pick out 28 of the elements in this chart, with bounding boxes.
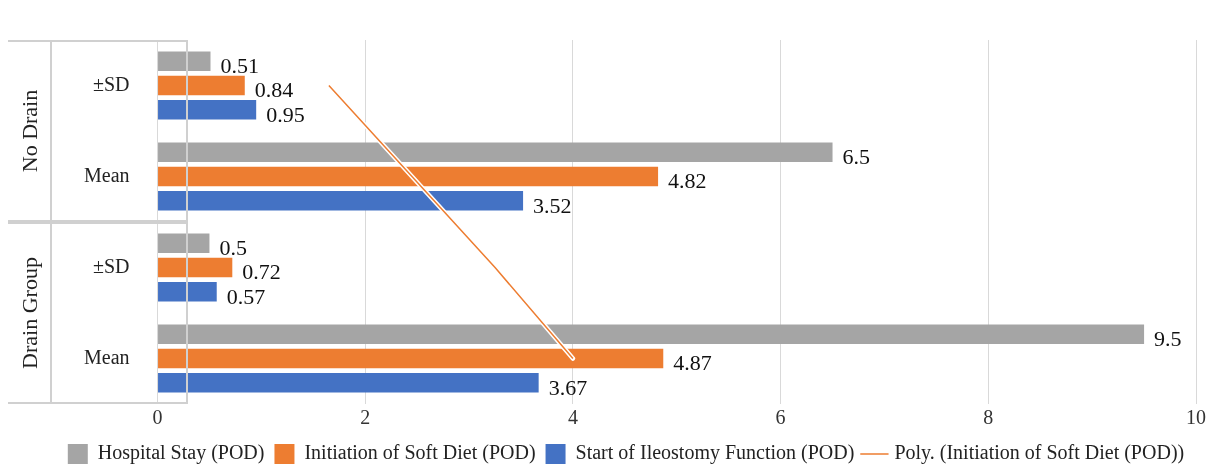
y-tick-label: Mean (83, 345, 130, 368)
data-label: 0.72 (242, 259, 281, 285)
x-tick-label: 0 (152, 406, 163, 429)
data-label: 0.84 (254, 77, 294, 103)
y-tick-label: ±SD (92, 72, 130, 95)
data-label: 6.5 (842, 144, 871, 170)
text: No Drain (17, 89, 43, 173)
data-label: 4.82 (668, 168, 707, 194)
legend-label: Initiation of Soft Diet (POD) (304, 441, 536, 465)
text: Drain Group (17, 257, 43, 369)
data-label: 0.57 (226, 283, 266, 309)
data-label: 9.5 (1154, 326, 1182, 352)
x-tick-label: 8 (983, 406, 994, 429)
x-tick-label: 6 (775, 406, 786, 429)
x-tick-label: 4 (567, 406, 578, 429)
legend-label: Hospital Stay (POD) (97, 441, 265, 465)
legend-label: Poly. (Initiation of Soft Diet (POD)) (894, 441, 1185, 465)
y-tick-label: Mean (83, 163, 130, 186)
data-label: 3.52 (533, 192, 572, 218)
y-tick-label: ±SD (92, 254, 130, 277)
data-label: 3.67 (548, 374, 588, 400)
data-label: 0.95 (266, 101, 305, 127)
x-tick-label: 10 (1186, 406, 1206, 429)
legend-label: Start of Ileostomy Function (POD) (575, 441, 855, 465)
data-label: 0.51 (220, 53, 259, 79)
data-label: 4.87 (673, 350, 712, 376)
x-tick-label: 2 (360, 406, 371, 429)
data-label: 0.5 (219, 235, 247, 261)
